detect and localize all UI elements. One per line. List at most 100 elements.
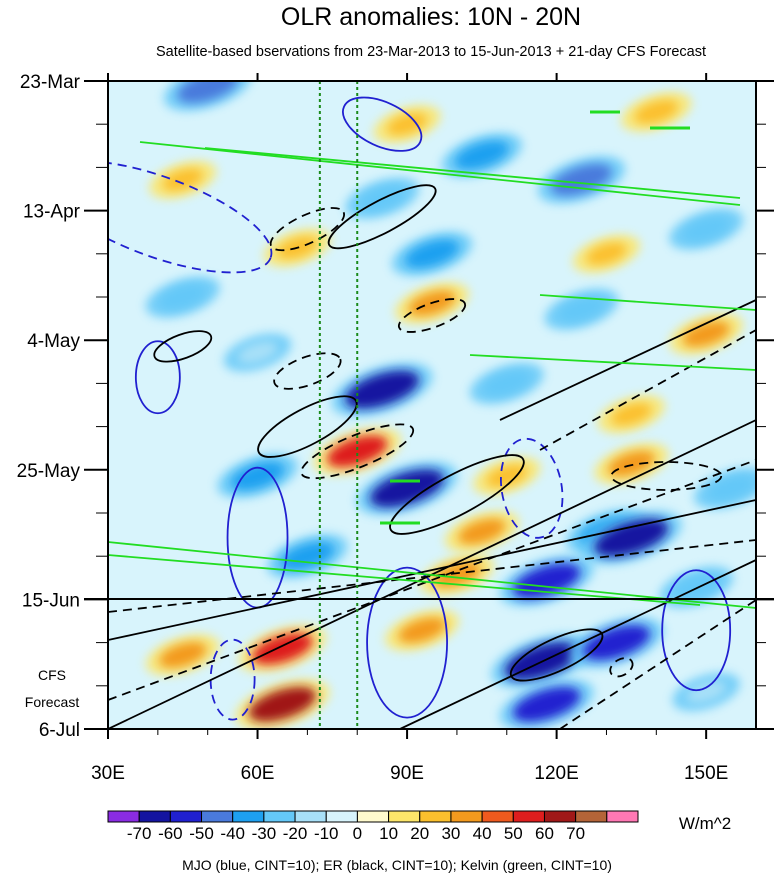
contour-line: [327, 184, 437, 250]
contour-line: [399, 559, 756, 729]
contour-line: [108, 160, 273, 274]
colorbar-swatch: [201, 810, 234, 823]
chart-subtitle: Satellite-based bservations from 23-Mar-…: [156, 44, 706, 60]
colorbar-swatch: [575, 810, 608, 823]
anomaly-blob: [159, 284, 207, 310]
anomaly-blob: [682, 321, 730, 347]
anomaly-blob: [513, 563, 581, 599]
colorbar-swatch: [169, 810, 203, 823]
anomaly-blob: [386, 113, 428, 136]
anomaly-blob: [159, 642, 207, 668]
colorbar-swatch: [419, 810, 452, 823]
contour-line: [269, 207, 346, 252]
colorbar-swatch: [388, 810, 421, 823]
colorbar-swatch: [356, 810, 390, 823]
anomaly-blob: [483, 370, 531, 397]
y-tick-label: 23-Mar: [20, 72, 81, 93]
colorbar-label: -50: [189, 824, 214, 843]
contour-line: [389, 454, 525, 535]
chart-title: OLR anomalies: 10N - 20N: [281, 3, 581, 31]
colorbar-unit: W/m^2: [679, 814, 731, 833]
contour-line: [610, 461, 723, 491]
colorbar-label: -40: [220, 824, 245, 843]
contour-line: [108, 541, 756, 609]
anomaly-blob: [685, 680, 727, 704]
colorbar-label: -20: [283, 824, 308, 843]
contour-line: [609, 657, 634, 678]
contour-line: [108, 554, 701, 606]
colorbar-label: -60: [158, 824, 183, 843]
x-tick-label: 90E: [390, 763, 424, 784]
y-tick-label: 25-May: [17, 461, 81, 482]
forecast-label-line2: Forecast: [25, 694, 80, 710]
anomaly-blob: [513, 687, 581, 722]
contour-line: [342, 96, 423, 152]
colorbar-swatch: [263, 810, 296, 823]
contour-line: [499, 299, 756, 421]
anomaly-blob: [252, 633, 313, 665]
x-tick-label: 120E: [534, 763, 578, 784]
colorbar-swatch: [481, 810, 514, 823]
anomaly-blob: [345, 370, 420, 409]
contour-line: [134, 340, 181, 415]
anomaly-blob: [594, 518, 669, 557]
colorbar-label: 40: [473, 824, 492, 843]
contour-line: [153, 330, 213, 363]
anomaly-blob: [611, 403, 652, 426]
colorbar-swatch: [294, 810, 327, 823]
anomaly-blob: [327, 435, 388, 468]
contour-line: [469, 354, 756, 371]
x-axis: 30E 60E 90E 120E 150E: [91, 73, 728, 784]
y-tick-label: 15-Jun: [22, 590, 80, 611]
contour-line: [139, 141, 741, 206]
colorbar-swatch: [138, 810, 171, 823]
reference-longitude-lines: [318, 81, 359, 729]
colorbar-label: 10: [379, 824, 398, 843]
contour-line: [661, 569, 732, 692]
colorbar-label: -30: [252, 824, 277, 843]
contour-legend: MJO (blue, CINT=10); ER (black, CINT=10)…: [182, 857, 612, 873]
anomaly-blob: [634, 100, 679, 124]
x-tick-label: 150E: [684, 763, 728, 784]
colorbar-label: -70: [127, 824, 152, 843]
anomaly-blob: [486, 464, 527, 488]
plot-frame: [107, 80, 757, 730]
colorbar-label: -10: [314, 824, 339, 843]
colorbar-swatch: [543, 810, 577, 823]
anomaly-blob: [454, 140, 509, 170]
y-tick-label: 4-May: [27, 331, 80, 352]
anomaly-blob: [177, 81, 238, 103]
colorbar-swatch: [606, 810, 639, 823]
colorbar-swatch: [107, 810, 140, 823]
contour-line: [108, 499, 756, 641]
anomaly-blob: [682, 216, 730, 242]
contour-line: [273, 352, 342, 390]
y-axis: 23-Mar 13-Apr 4-May 25-May 15-Jun 6-Jul: [17, 72, 774, 741]
colorbar: -70 -60 -50 -40 -30 -20 -10 0 10 20 30 40 50 60 70: [107, 810, 639, 843]
anomaly-blob: [458, 518, 506, 545]
anomaly-blob: [230, 461, 285, 491]
anomaly-blob: [607, 451, 655, 477]
anomaly-blob: [707, 475, 755, 501]
contour-line: [257, 395, 358, 458]
anomaly-blob: [405, 239, 459, 268]
anomaly-blob: [398, 617, 446, 643]
contour-line: [108, 459, 756, 701]
anomaly-blob: [370, 469, 445, 508]
colorbar-label: 0: [353, 824, 362, 843]
anomaly-blob: [558, 296, 606, 322]
colorbar-label: 50: [504, 824, 523, 843]
y-tick-label: 13-Apr: [23, 202, 81, 223]
x-tick-label: 60E: [241, 763, 275, 784]
x-tick-label: 30E: [91, 763, 125, 784]
colorbar-swatch: [450, 810, 483, 823]
anomaly-blob: [162, 168, 203, 191]
colorbar-label: 70: [566, 824, 585, 843]
contour-line: [539, 294, 756, 311]
colorbar-label: 60: [535, 824, 554, 843]
contour-line: [204, 147, 741, 199]
colorbar-swatch: [325, 810, 358, 823]
anomaly-blob: [586, 242, 627, 265]
contour-line: [559, 599, 756, 729]
